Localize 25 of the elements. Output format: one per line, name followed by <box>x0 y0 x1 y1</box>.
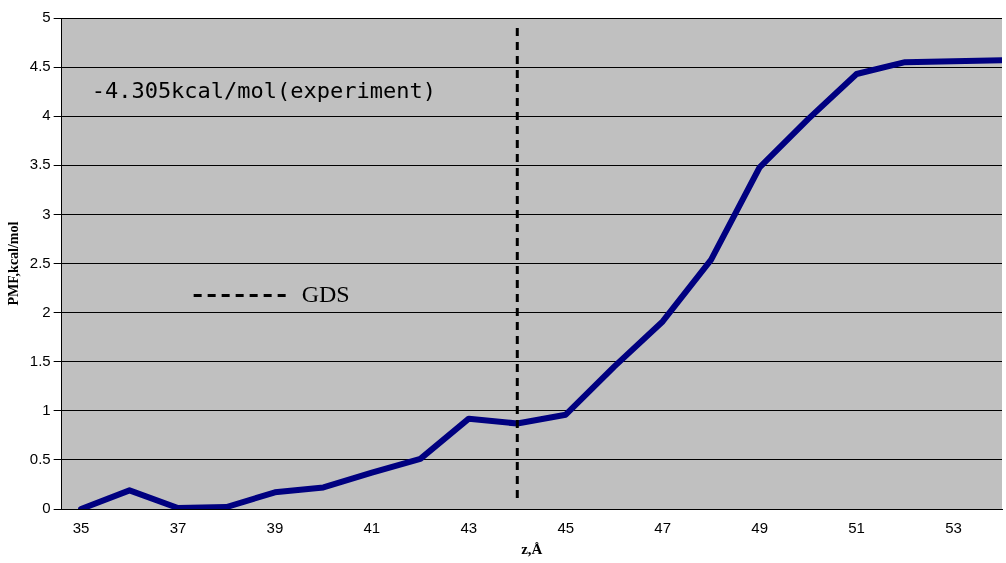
y-tick-label: 5 <box>42 8 51 26</box>
y-tick-label: 2.5 <box>29 253 51 271</box>
y-tick-label: 4 <box>42 106 51 124</box>
x-tick-label: 51 <box>848 519 865 537</box>
y-tick-label: 0 <box>42 499 51 517</box>
x-tick-label: 41 <box>363 519 381 537</box>
y-tick-label: 4.5 <box>29 57 51 75</box>
y-tick-label: 1 <box>42 400 51 418</box>
annotation: -4.305kcal/mol(experiment) <box>91 77 437 103</box>
x-tick-label: 39 <box>266 519 284 537</box>
ref-line-label: GDS <box>301 280 350 307</box>
y-tick-label: 2 <box>42 302 51 320</box>
y-tick-label: 3.5 <box>29 155 51 173</box>
x-tick-label: 49 <box>751 519 768 537</box>
x-tick-label: 43 <box>460 519 478 537</box>
y-axis-title: PMF,kcal/mol <box>6 221 22 306</box>
y-tick-label: 3 <box>42 204 51 222</box>
y-tick-label: 0.5 <box>29 450 51 468</box>
x-tick-label: 47 <box>654 519 672 537</box>
x-axis-title: z,Å <box>521 540 543 557</box>
y-tick-label: 1.5 <box>29 351 51 369</box>
x-tick-label: 37 <box>169 519 187 537</box>
x-tick-label: 45 <box>557 519 575 537</box>
x-tick-label: 53 <box>945 519 962 537</box>
x-tick-label: 35 <box>72 519 90 537</box>
